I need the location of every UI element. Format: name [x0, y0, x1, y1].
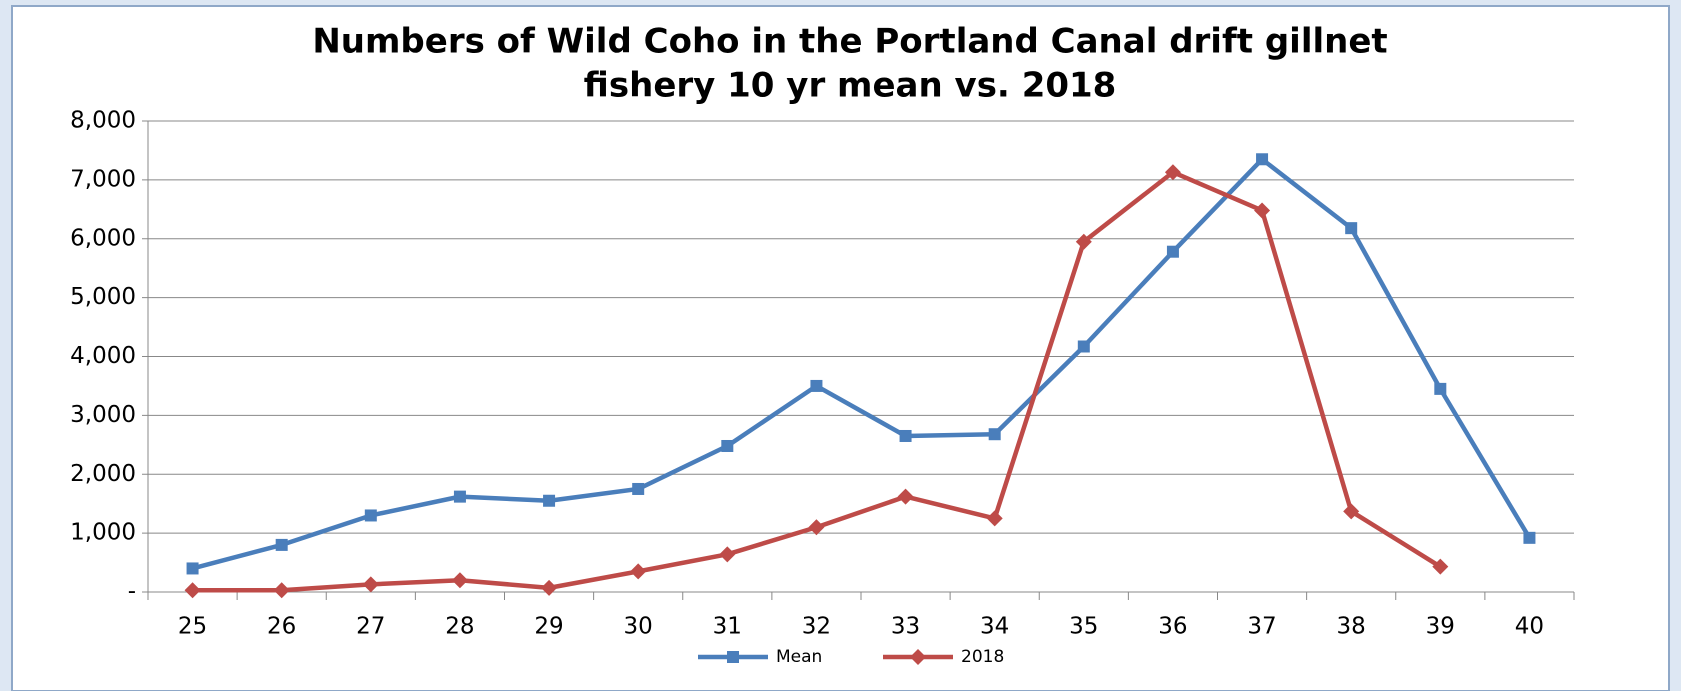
x-tick-label: 34 — [980, 614, 1009, 640]
data-point — [1164, 164, 1181, 181]
data-point — [897, 488, 914, 505]
x-tick-label: 25 — [178, 614, 207, 640]
data-point — [1343, 503, 1360, 520]
data-point — [719, 546, 736, 563]
data-point — [810, 379, 823, 392]
y-tick-label: 7,000 — [70, 166, 136, 192]
data-point — [275, 538, 288, 551]
y-tick-label: 2,000 — [70, 461, 136, 487]
chart-title: fishery 10 yr mean vs. 2018 — [584, 66, 1117, 106]
data-point — [808, 519, 825, 536]
data-point — [1075, 233, 1092, 250]
y-tick-label: 8,000 — [70, 108, 136, 134]
x-tick-label: 39 — [1426, 614, 1455, 640]
data-point — [453, 490, 466, 503]
data-point — [1432, 558, 1449, 575]
data-point — [632, 482, 645, 495]
data-point — [721, 439, 734, 452]
chart-title: Numbers of Wild Coho in the Portland Can… — [312, 22, 1387, 62]
data-point — [1256, 153, 1269, 166]
legend-marker — [727, 651, 739, 663]
x-tick-label: 36 — [1158, 614, 1187, 640]
legend-label: Mean — [776, 647, 822, 667]
y-tick-label: 4,000 — [70, 343, 136, 369]
x-tick-label: 26 — [267, 614, 296, 640]
data-point — [1434, 382, 1447, 395]
series-line — [191, 157, 1532, 571]
data-point — [273, 582, 290, 599]
data-point — [362, 576, 379, 593]
x-tick-label: 40 — [1515, 614, 1544, 640]
x-tick-label: 35 — [1069, 614, 1098, 640]
chart-area — [11, 5, 1670, 691]
data-point — [630, 563, 647, 580]
legend-label: 2018 — [961, 647, 1004, 667]
x-tick-label: 33 — [891, 614, 920, 640]
x-tick-label: 30 — [624, 614, 653, 640]
data-point — [1166, 245, 1179, 258]
x-tick-label: 27 — [356, 614, 385, 640]
data-point — [184, 582, 201, 599]
data-point — [988, 428, 1001, 441]
y-tick-label: 5,000 — [70, 284, 136, 310]
legend-marker — [910, 649, 926, 665]
x-tick-label: 28 — [445, 614, 474, 640]
data-point — [451, 572, 468, 589]
data-point — [986, 510, 1003, 527]
x-tick-label: 38 — [1337, 614, 1366, 640]
x-tick-label: 32 — [802, 614, 831, 640]
data-point — [364, 509, 377, 522]
x-tick-label: 37 — [1247, 614, 1276, 640]
data-point — [543, 494, 556, 507]
x-tick-label: 31 — [713, 614, 742, 640]
data-point — [1077, 340, 1090, 353]
x-tick-label: 29 — [534, 614, 563, 640]
data-point — [186, 562, 199, 575]
y-tick-label: 3,000 — [70, 402, 136, 428]
y-tick-label: 6,000 — [70, 225, 136, 251]
y-tick-label: - — [128, 579, 136, 605]
data-point — [1345, 222, 1358, 235]
data-point — [899, 429, 912, 442]
data-point — [541, 579, 558, 596]
y-tick-label: 1,000 — [70, 520, 136, 546]
data-point — [1523, 531, 1536, 544]
data-point — [1254, 202, 1271, 219]
